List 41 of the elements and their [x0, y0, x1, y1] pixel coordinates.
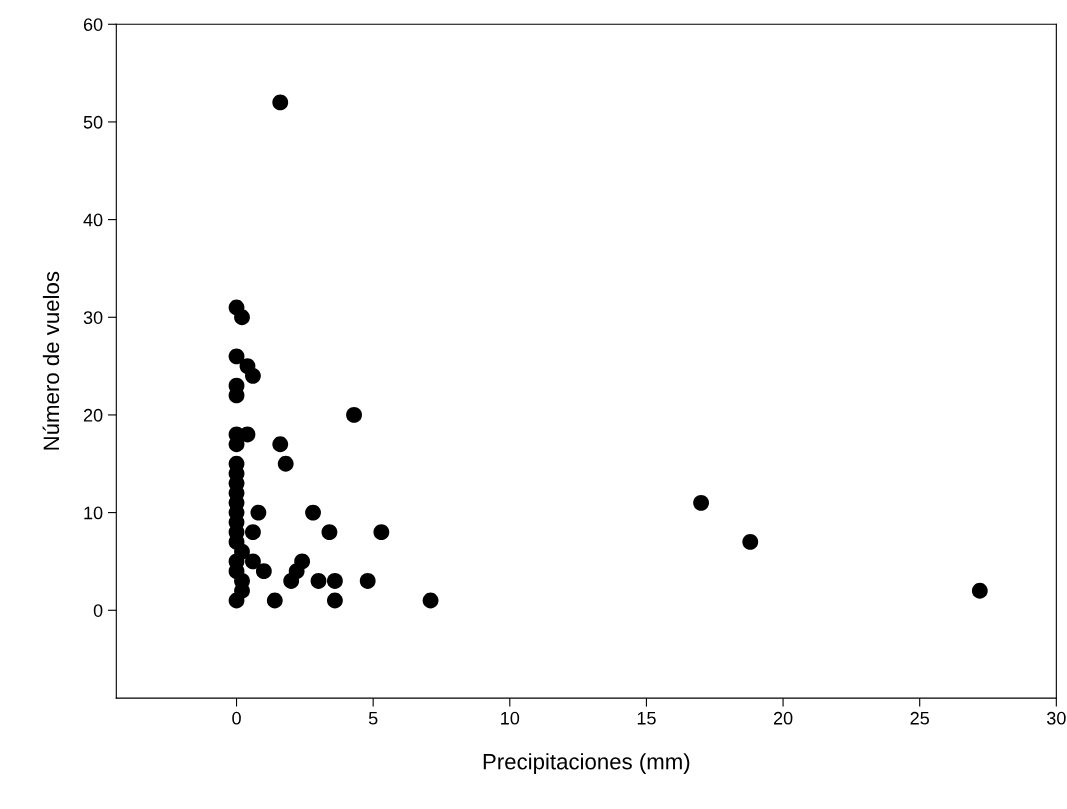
point [272, 94, 289, 111]
point [266, 592, 283, 609]
point [422, 592, 439, 609]
point [283, 573, 300, 589]
y-tick-label: 10 [84, 506, 103, 520]
point [245, 524, 261, 541]
point [245, 553, 261, 570]
point [693, 494, 710, 511]
point [346, 407, 362, 423]
point [228, 348, 245, 365]
point [250, 504, 267, 521]
point [971, 582, 988, 599]
y-axis-title: Número de vuelos [42, 271, 60, 450]
x-tick-label: 20 [773, 711, 793, 725]
point [277, 455, 294, 472]
x-tick-label: 5 [368, 712, 378, 725]
y-tick-label: 20 [83, 408, 103, 422]
point [234, 309, 250, 326]
point [327, 573, 343, 589]
point [255, 563, 272, 580]
point [742, 533, 759, 550]
point [327, 592, 343, 609]
y-tick-label: 30 [83, 311, 103, 324]
y-tick-label: 50 [83, 115, 103, 129]
point [245, 367, 261, 384]
x-tick-label: 10 [501, 711, 520, 725]
point [359, 573, 376, 589]
y-tick-label: 60 [83, 18, 103, 31]
point [234, 543, 250, 560]
y-tick-label: 0 [93, 604, 103, 617]
point [321, 524, 338, 541]
x-tick-label: 25 [910, 711, 929, 725]
point [310, 573, 327, 589]
point [373, 524, 390, 541]
point [272, 436, 289, 453]
point [305, 504, 321, 521]
y-tick-label: 40 [83, 213, 103, 227]
x-tick-label: 0 [232, 711, 241, 725]
x-axis-title: Precipitaciones (mm) [483, 753, 690, 774]
x-tick-label: 15 [637, 712, 656, 725]
x-tick-label: 30 [1046, 711, 1066, 725]
